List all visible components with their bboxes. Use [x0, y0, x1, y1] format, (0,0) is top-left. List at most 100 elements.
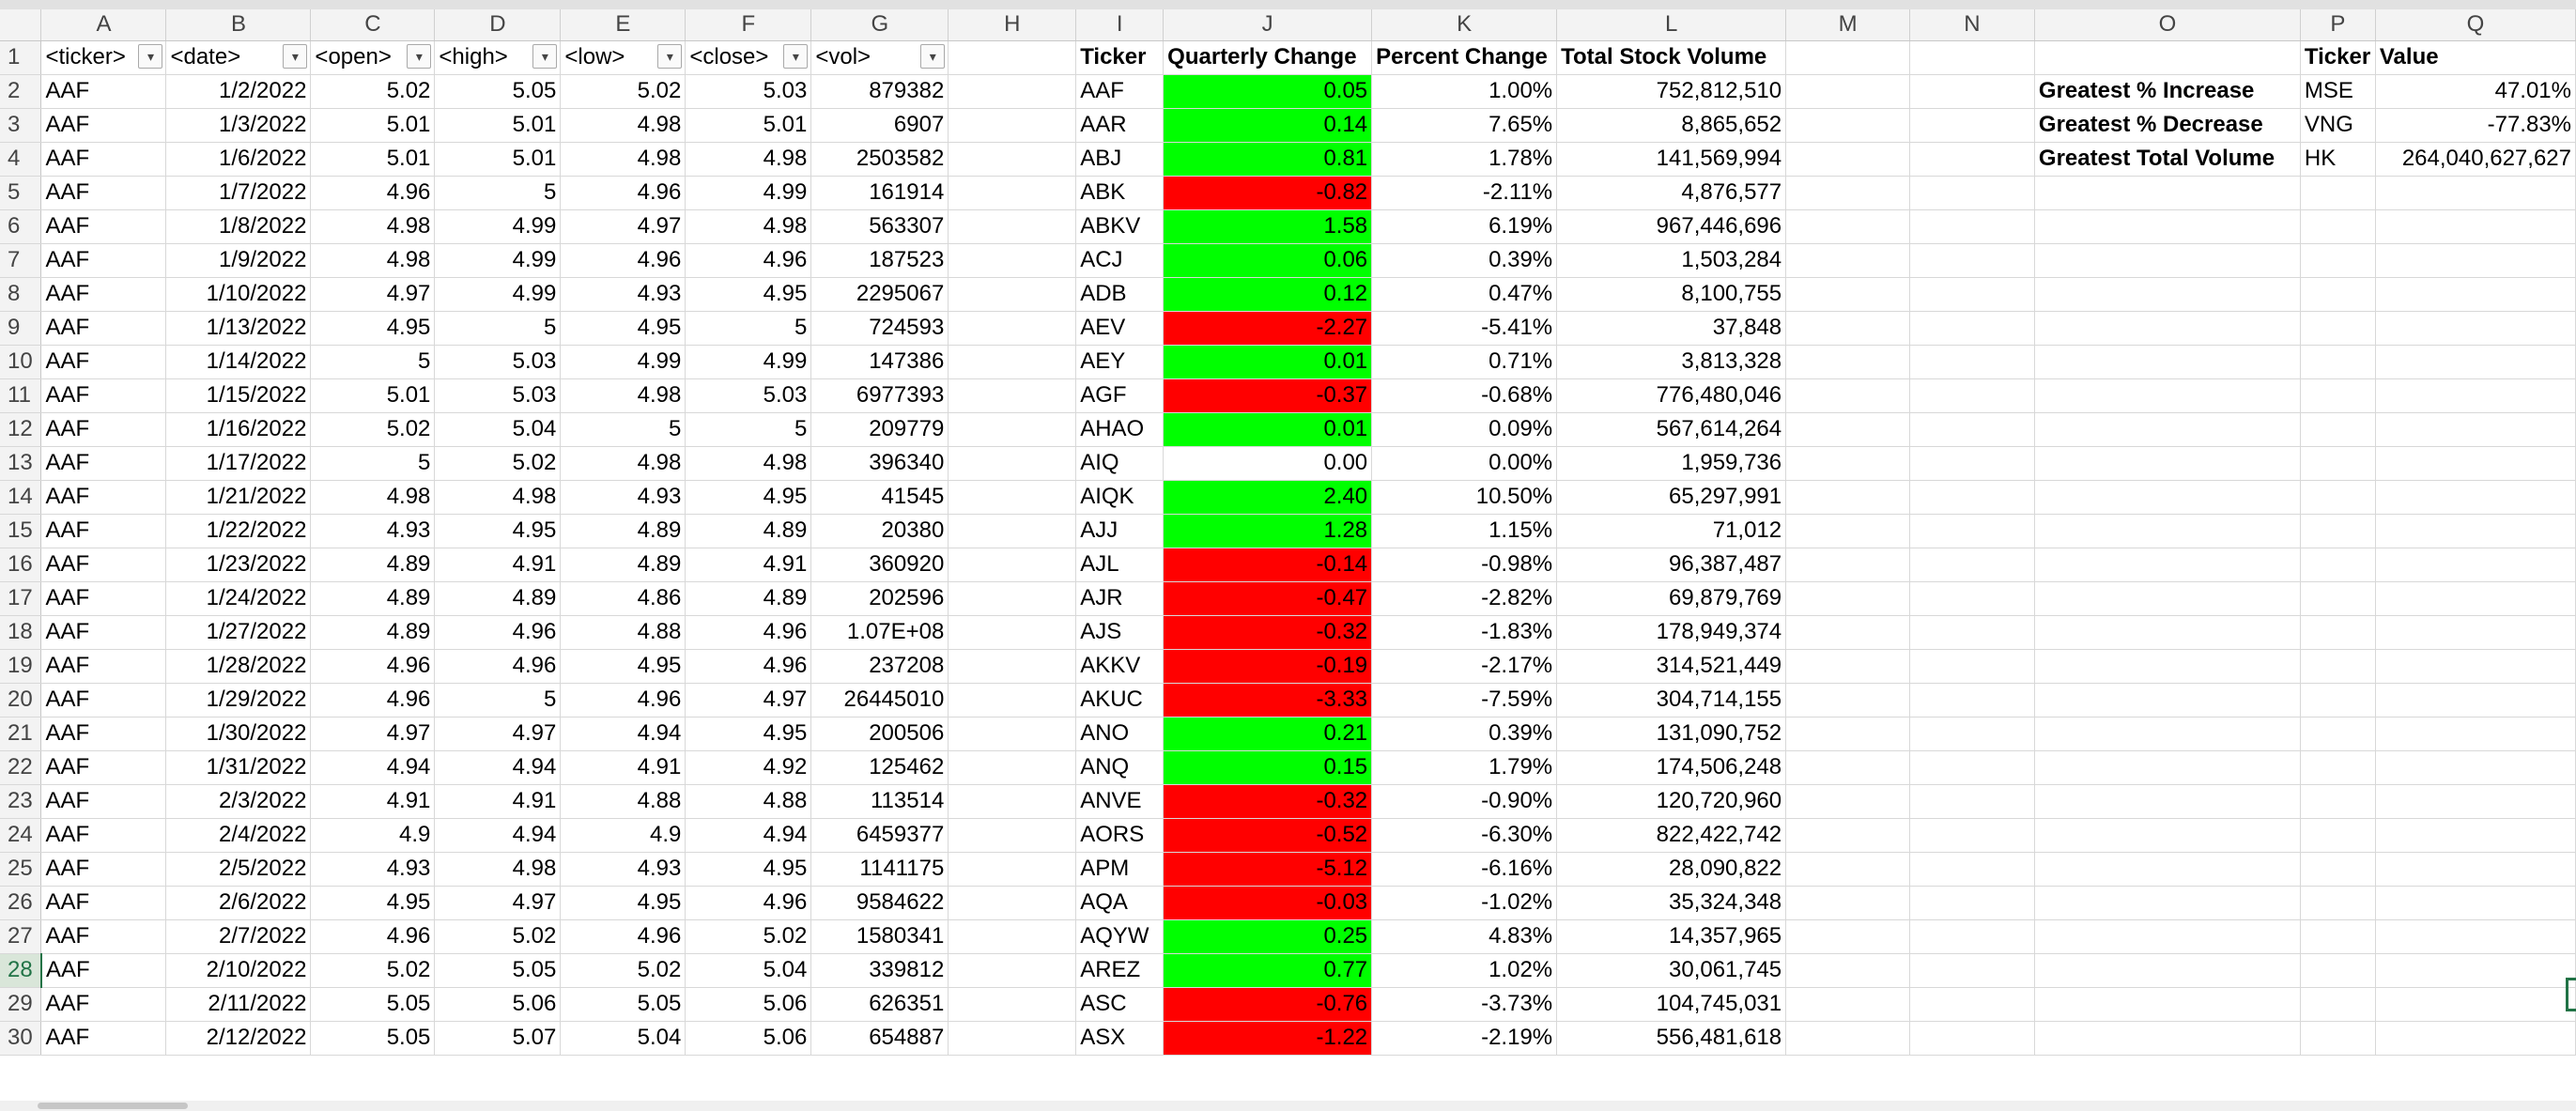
empty-cell[interactable] — [1909, 852, 2035, 887]
data-cell[interactable]: 4.93 — [310, 852, 436, 887]
data-cell[interactable]: 5.02 — [434, 446, 562, 481]
data-cell[interactable]: 6907 — [810, 108, 949, 143]
source-header-cell[interactable]: <close> ▾ — [685, 40, 812, 75]
percent-change-cell[interactable]: -2.19% — [1371, 1021, 1558, 1056]
dropdown-arrow-icon[interactable]: ▾ — [138, 43, 163, 69]
quarterly-change-cell[interactable]: -3.33 — [1163, 683, 1373, 718]
row-number[interactable]: 15 — [0, 514, 42, 548]
percent-change-cell[interactable]: -3.73% — [1371, 987, 1558, 1022]
empty-cell[interactable] — [1909, 277, 2035, 312]
ticker-cell[interactable]: ABKV — [1075, 209, 1165, 244]
ticker-cell[interactable]: ACJ — [1075, 243, 1165, 278]
data-cell[interactable]: 5.02 — [560, 74, 686, 109]
result-ticker-cell[interactable] — [2300, 717, 2376, 751]
data-cell[interactable]: 4.94 — [560, 717, 686, 751]
data-cell[interactable]: 1/23/2022 — [165, 548, 312, 582]
data-cell[interactable]: AAF — [40, 649, 167, 684]
empty-cell[interactable] — [948, 108, 1077, 143]
data-cell[interactable]: 5 — [434, 311, 562, 346]
data-cell[interactable]: 1/27/2022 — [165, 615, 312, 650]
column-header-i[interactable]: I — [1075, 9, 1165, 41]
quarterly-change-cell[interactable]: 0.15 — [1163, 750, 1373, 785]
ticker-cell[interactable]: AJR — [1075, 581, 1165, 616]
data-cell[interactable]: 4.98 — [685, 142, 812, 177]
empty-cell[interactable] — [948, 919, 1077, 954]
data-cell[interactable]: 5.05 — [434, 953, 562, 988]
quarterly-change-cell[interactable]: 0.06 — [1163, 243, 1373, 278]
result-value-cell[interactable] — [2375, 209, 2576, 244]
data-cell[interactable]: 4.97 — [560, 209, 686, 244]
data-cell[interactable]: 4.96 — [685, 649, 812, 684]
data-cell[interactable]: 4.93 — [310, 514, 436, 548]
data-cell[interactable]: 4.91 — [434, 548, 562, 582]
data-cell[interactable]: 1/3/2022 — [165, 108, 312, 143]
result-ticker-cell[interactable] — [2300, 919, 2376, 954]
total-volume-cell[interactable]: 304,714,155 — [1556, 683, 1787, 718]
percent-change-cell[interactable]: 6.19% — [1371, 209, 1558, 244]
column-header-h[interactable]: H — [948, 9, 1077, 41]
empty-cell[interactable] — [1785, 243, 1911, 278]
column-header-b[interactable]: B — [165, 9, 312, 41]
result-ticker-cell[interactable] — [2300, 750, 2376, 785]
ticker-cell[interactable]: AQYW — [1075, 919, 1165, 954]
result-value-cell[interactable] — [2375, 176, 2576, 210]
ticker-cell[interactable]: APM — [1075, 852, 1165, 887]
percent-change-cell[interactable]: -2.11% — [1371, 176, 1558, 210]
data-cell[interactable]: 4.95 — [310, 311, 436, 346]
empty-cell[interactable] — [1909, 581, 2035, 616]
data-cell[interactable]: 2/10/2022 — [165, 953, 312, 988]
column-header-l[interactable]: L — [1556, 9, 1787, 41]
empty-cell[interactable] — [1909, 142, 2035, 177]
data-cell[interactable]: 4.97 — [434, 886, 562, 920]
column-header-n[interactable]: N — [1909, 9, 2035, 41]
empty-cell[interactable] — [948, 142, 1077, 177]
total-volume-cell[interactable]: 8,100,755 — [1556, 277, 1787, 312]
ticker-cell[interactable]: AREZ — [1075, 953, 1165, 988]
result-value-cell[interactable] — [2375, 345, 2576, 379]
ticker-cell[interactable]: AIQK — [1075, 480, 1165, 515]
result-ticker-cell[interactable] — [2300, 683, 2376, 718]
data-cell[interactable]: 4.89 — [560, 514, 686, 548]
empty-cell[interactable] — [1909, 750, 2035, 785]
column-header-g[interactable]: G — [810, 9, 949, 41]
result-label-cell[interactable] — [2034, 717, 2301, 751]
percent-change-cell[interactable]: -6.16% — [1371, 852, 1558, 887]
dropdown-arrow-icon[interactable]: ▾ — [783, 43, 809, 69]
data-cell[interactable]: 4.91 — [434, 784, 562, 819]
result-label-cell[interactable] — [2034, 953, 2301, 988]
result-ticker-cell[interactable] — [2300, 209, 2376, 244]
data-cell[interactable]: 4.89 — [560, 548, 686, 582]
empty-cell[interactable] — [1785, 919, 1911, 954]
result-value-cell[interactable] — [2375, 277, 2576, 312]
data-cell[interactable]: 4.95 — [685, 277, 812, 312]
data-cell[interactable]: 4.96 — [560, 243, 686, 278]
quarterly-change-cell[interactable]: 0.14 — [1163, 108, 1373, 143]
data-cell[interactable]: 4.98 — [310, 243, 436, 278]
empty-cell[interactable] — [948, 581, 1077, 616]
result-ticker-cell[interactable] — [2300, 1021, 2376, 1056]
data-cell[interactable]: 5 — [310, 446, 436, 481]
empty-cell[interactable] — [1909, 953, 2035, 988]
result-label-cell[interactable] — [2034, 581, 2301, 616]
data-cell[interactable]: 4.95 — [560, 311, 686, 346]
percent-change-cell[interactable]: 1.78% — [1371, 142, 1558, 177]
data-cell[interactable]: 5.05 — [434, 74, 562, 109]
result-ticker-cell[interactable] — [2300, 514, 2376, 548]
data-cell[interactable]: 161914 — [810, 176, 949, 210]
result-ticker-cell[interactable]: MSE — [2300, 74, 2376, 109]
result-value-cell[interactable] — [2375, 1021, 2576, 1056]
data-cell[interactable]: 113514 — [810, 784, 949, 819]
empty-cell[interactable] — [1909, 818, 2035, 853]
column-header-d[interactable]: D — [434, 9, 562, 41]
empty-cell[interactable] — [1785, 176, 1911, 210]
data-cell[interactable]: 5.06 — [685, 987, 812, 1022]
empty-cell[interactable] — [948, 818, 1077, 853]
ticker-cell[interactable]: AKKV — [1075, 649, 1165, 684]
result-value-cell[interactable] — [2375, 683, 2576, 718]
column-header-a[interactable]: A — [40, 9, 167, 41]
data-cell[interactable]: 4.95 — [560, 886, 686, 920]
column-header-p[interactable]: P — [2300, 9, 2376, 41]
percent-change-cell[interactable]: 1.02% — [1371, 953, 1558, 988]
